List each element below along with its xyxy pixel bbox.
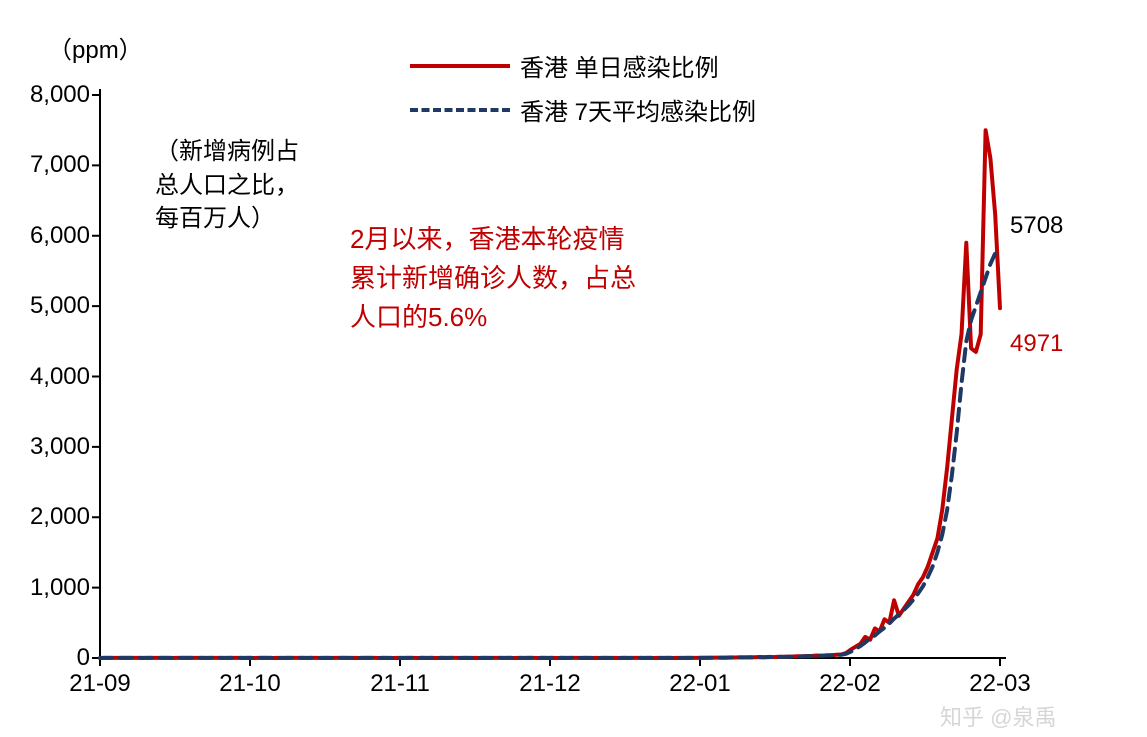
series-avg7 — [100, 250, 1000, 658]
chart-container: （ppm） 香港 单日感染比例 香港 7天平均感染比例 （新增病例占 总人口之比… — [0, 0, 1147, 737]
x-tick-label: 22-01 — [650, 670, 750, 698]
x-tick-label: 21-09 — [50, 670, 150, 698]
axes — [92, 89, 1006, 666]
y-tick-label: 6,000 — [10, 222, 90, 250]
chart-svg — [0, 0, 1147, 737]
y-tick-label: 4,000 — [10, 363, 90, 391]
series — [100, 130, 1000, 658]
x-tick-label: 21-11 — [350, 670, 450, 698]
series-daily — [100, 130, 1000, 658]
y-tick-label: 7,000 — [10, 151, 90, 179]
y-tick-label: 5,000 — [10, 292, 90, 320]
y-tick-label: 8,000 — [10, 81, 90, 109]
y-tick-label: 3,000 — [10, 433, 90, 461]
x-tick-label: 21-10 — [200, 670, 300, 698]
x-tick-label: 21-12 — [500, 670, 600, 698]
y-tick-label: 1,000 — [10, 574, 90, 602]
y-tick-label: 2,000 — [10, 503, 90, 531]
y-tick-label: 0 — [10, 644, 90, 672]
x-tick-label: 22-02 — [800, 670, 900, 698]
x-tick-label: 22-03 — [950, 670, 1050, 698]
